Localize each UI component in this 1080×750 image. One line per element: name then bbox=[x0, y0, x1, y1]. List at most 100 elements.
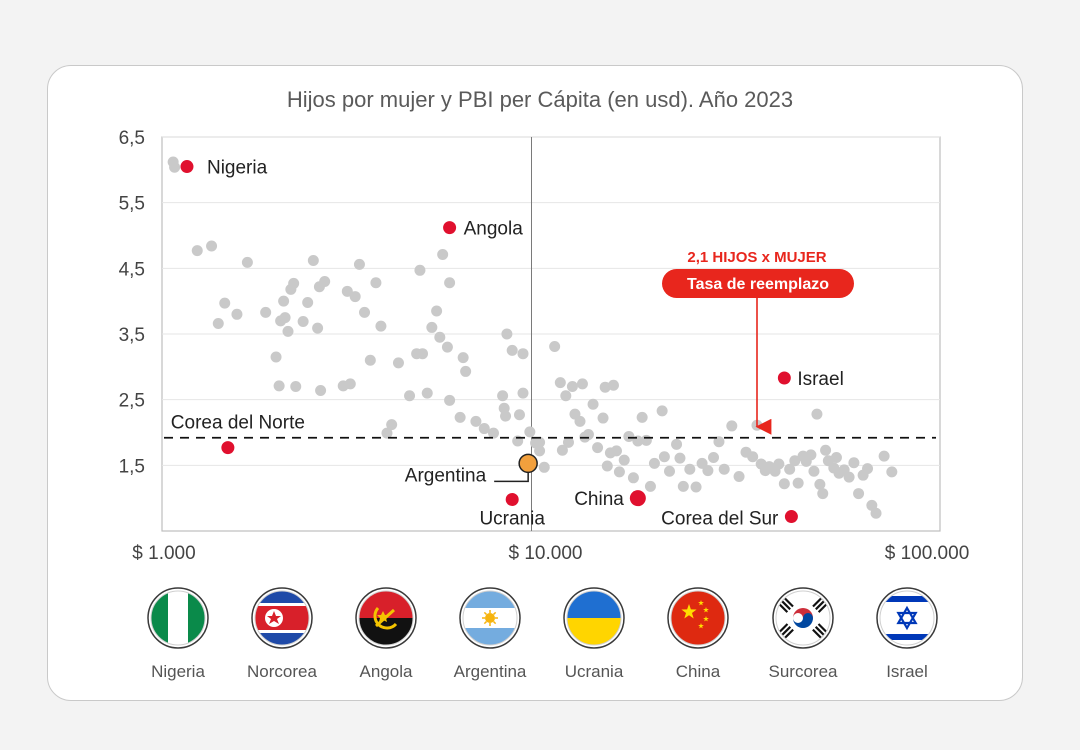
scatter-point bbox=[381, 427, 393, 439]
reference-line-title: 2,1 HIJOS x MUJER bbox=[687, 249, 826, 266]
scatter-point bbox=[820, 444, 832, 456]
scatter-point bbox=[636, 411, 648, 423]
flag-label: Ucrania bbox=[565, 662, 624, 681]
y-tick-label: 1,5 bbox=[119, 456, 145, 477]
highlighted-points: Nigeria Angola Corea del Norte Argentina Ucr… bbox=[171, 158, 844, 530]
scatter-point bbox=[663, 465, 675, 477]
scatter-point bbox=[431, 305, 443, 317]
scatter-point bbox=[599, 381, 611, 393]
scatter-point bbox=[312, 322, 324, 334]
scatter-point bbox=[648, 457, 660, 469]
scatter-point bbox=[808, 465, 820, 477]
scatter-point bbox=[708, 451, 720, 463]
scatter-point bbox=[597, 412, 609, 424]
chart-card bbox=[47, 65, 1023, 701]
scatter-point bbox=[470, 415, 482, 427]
scatter-point bbox=[778, 478, 790, 490]
y-tick-label: 3,5 bbox=[119, 325, 145, 346]
scatter-point bbox=[460, 365, 472, 377]
point-nigeria bbox=[180, 160, 194, 174]
scatter-point bbox=[789, 455, 801, 467]
scatter-point bbox=[601, 460, 613, 472]
axis-ticks: 6,5 5,5 4,5 3,5 2,5 1,5 $ 1.000 $ 10.000 $ 100.0… bbox=[119, 128, 970, 564]
point-label-corea-del-sur: Corea del Sur bbox=[661, 509, 779, 530]
flag-label: Nigeria bbox=[151, 662, 205, 681]
y-tick-label: 5,5 bbox=[119, 194, 145, 215]
scatter-point bbox=[341, 285, 353, 297]
scatter-point bbox=[549, 340, 561, 352]
scatter-point bbox=[441, 341, 453, 353]
scatter-point bbox=[747, 451, 759, 463]
south-korea-flag-icon bbox=[772, 587, 834, 649]
scatter-point bbox=[862, 463, 874, 475]
x-tick-label: $ 100.000 bbox=[885, 543, 970, 564]
scatter-point bbox=[848, 457, 860, 469]
israel-flag-icon bbox=[876, 587, 938, 649]
y-tick-label: 6,5 bbox=[119, 128, 145, 149]
scatter-point bbox=[640, 434, 652, 446]
point-argentina bbox=[518, 453, 538, 474]
point-israel bbox=[777, 371, 791, 385]
scatter-point bbox=[623, 430, 635, 442]
scatter-point bbox=[702, 465, 714, 477]
scatter-point bbox=[315, 384, 327, 396]
point-label-ucrania: Ucrania bbox=[479, 508, 545, 529]
scatter-point bbox=[566, 381, 578, 393]
scatter-point bbox=[534, 436, 546, 448]
scatter-point bbox=[392, 357, 404, 369]
scatter-point bbox=[290, 381, 302, 393]
angola-flag-icon bbox=[355, 587, 417, 649]
flag-label: China bbox=[676, 662, 721, 681]
nigeria-flag-icon bbox=[147, 587, 209, 649]
scatter-point bbox=[513, 409, 525, 421]
scatter-point bbox=[260, 306, 272, 318]
chart-title: Hijos por mujer y PBI per Cápita (en usd… bbox=[287, 87, 793, 112]
x-tick-label: $ 1.000 bbox=[132, 543, 195, 564]
scatter-point bbox=[212, 317, 224, 329]
scatter-point bbox=[576, 378, 588, 390]
scatter-point bbox=[627, 472, 639, 484]
scatter-point bbox=[386, 419, 398, 431]
scatter-point bbox=[592, 442, 604, 454]
flag-label: Argentina bbox=[454, 662, 527, 681]
scatter-point bbox=[534, 445, 546, 457]
scatter-point bbox=[487, 427, 499, 439]
background-points bbox=[167, 156, 898, 519]
scatter-point bbox=[607, 379, 619, 391]
scatter-point bbox=[814, 478, 826, 490]
scatter-point bbox=[574, 415, 586, 427]
reference-line-badge-text: Tasa de reemplazo bbox=[687, 276, 829, 293]
point-label-argentina: Argentina bbox=[405, 465, 487, 486]
scatter-point bbox=[359, 306, 371, 318]
scatter-point bbox=[421, 387, 433, 399]
point-ucrania bbox=[505, 492, 519, 506]
scatter-point bbox=[562, 436, 574, 448]
scatter-point bbox=[501, 328, 513, 340]
scatter-point bbox=[805, 449, 817, 461]
scatter-point bbox=[517, 348, 529, 360]
scatter-point bbox=[353, 258, 365, 270]
scatter-point bbox=[556, 444, 568, 456]
scatter-point bbox=[671, 438, 683, 450]
point-label-nigeria: Nigeria bbox=[207, 158, 268, 179]
grid bbox=[161, 136, 941, 532]
scatter-point bbox=[241, 256, 253, 268]
point-label-angola: Angola bbox=[464, 219, 524, 240]
scatter-point bbox=[618, 454, 630, 466]
point-label-china: China bbox=[574, 489, 624, 510]
north-korea-flag-icon bbox=[251, 587, 313, 649]
scatter-point bbox=[364, 354, 376, 366]
scatter-point bbox=[273, 380, 285, 392]
scatter-point bbox=[817, 488, 829, 500]
scatter-point bbox=[349, 291, 361, 303]
scatter-point bbox=[674, 452, 686, 464]
scatter-point bbox=[500, 410, 512, 422]
scatter-point bbox=[733, 470, 745, 482]
reference-line-badge bbox=[662, 269, 854, 298]
scatter-point bbox=[279, 312, 291, 324]
x-tick-label: $ 10.000 bbox=[509, 543, 583, 564]
scatter-point bbox=[658, 451, 670, 463]
scatter-point bbox=[506, 344, 518, 356]
scatter-point bbox=[773, 458, 785, 470]
